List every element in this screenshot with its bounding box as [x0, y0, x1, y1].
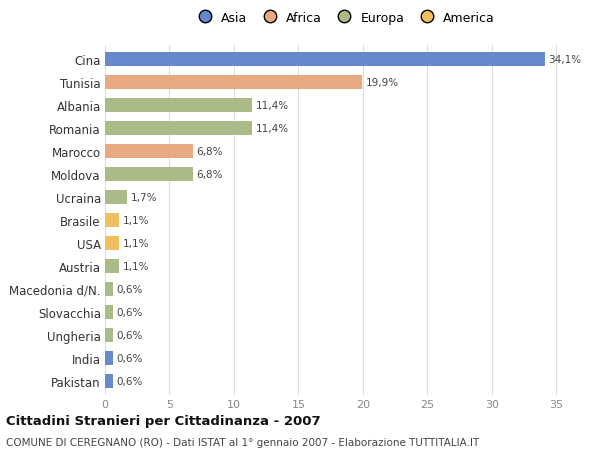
Text: Cittadini Stranieri per Cittadinanza - 2007: Cittadini Stranieri per Cittadinanza - 2…	[6, 414, 320, 428]
Text: 0,6%: 0,6%	[116, 353, 143, 363]
Bar	[105, 122, 252, 135]
Text: 19,9%: 19,9%	[365, 78, 398, 88]
Bar	[105, 168, 193, 181]
Bar	[105, 259, 119, 273]
Text: 11,4%: 11,4%	[256, 123, 289, 134]
Text: 1,7%: 1,7%	[131, 192, 157, 202]
Bar	[105, 328, 113, 342]
Text: 0,6%: 0,6%	[116, 307, 143, 317]
Bar	[105, 213, 119, 227]
Bar	[105, 145, 193, 158]
Text: 11,4%: 11,4%	[256, 101, 289, 111]
Bar	[105, 282, 113, 296]
Text: 1,1%: 1,1%	[123, 238, 149, 248]
Text: 34,1%: 34,1%	[548, 55, 581, 65]
Bar	[105, 76, 362, 90]
Bar	[105, 53, 545, 67]
Bar	[105, 99, 252, 112]
Legend: Asia, Africa, Europa, America: Asia, Africa, Europa, America	[187, 7, 500, 30]
Bar	[105, 305, 113, 319]
Text: 0,6%: 0,6%	[116, 376, 143, 386]
Text: 0,6%: 0,6%	[116, 330, 143, 340]
Text: 6,8%: 6,8%	[197, 146, 223, 157]
Text: 6,8%: 6,8%	[197, 169, 223, 179]
Text: 1,1%: 1,1%	[123, 215, 149, 225]
Bar	[105, 236, 119, 250]
Bar	[105, 374, 113, 388]
Text: 1,1%: 1,1%	[123, 261, 149, 271]
Text: COMUNE DI CEREGNANO (RO) - Dati ISTAT al 1° gennaio 2007 - Elaborazione TUTTITAL: COMUNE DI CEREGNANO (RO) - Dati ISTAT al…	[6, 437, 479, 447]
Text: 0,6%: 0,6%	[116, 284, 143, 294]
Bar	[105, 190, 127, 204]
Bar	[105, 351, 113, 365]
